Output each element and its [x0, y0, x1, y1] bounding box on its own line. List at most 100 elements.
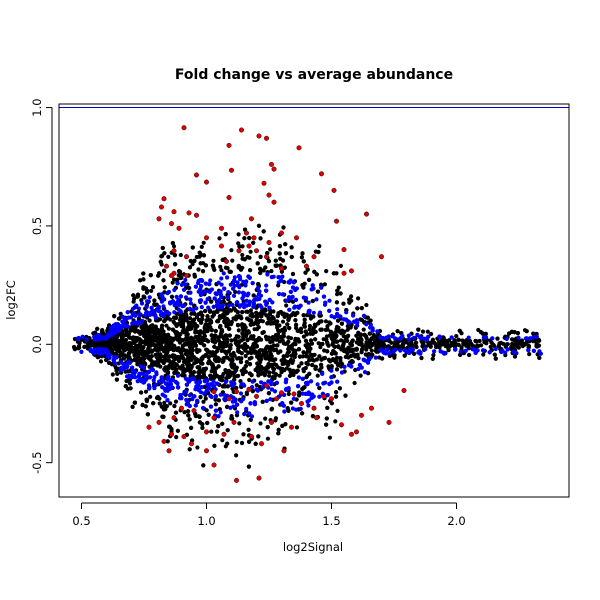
- point-black: [237, 244, 242, 249]
- point-black: [170, 327, 175, 332]
- point-black: [112, 314, 117, 319]
- point-black: [248, 268, 253, 273]
- point-black: [210, 366, 215, 371]
- point-black: [240, 244, 245, 249]
- point-black: [307, 277, 312, 282]
- point-black: [170, 336, 175, 341]
- point-black: [116, 316, 122, 321]
- point-black: [185, 361, 191, 366]
- point-black: [278, 366, 283, 371]
- point-black: [285, 406, 290, 411]
- point-black: [82, 344, 87, 349]
- point-black: [220, 438, 225, 443]
- point-black: [131, 293, 136, 298]
- point-black: [124, 347, 129, 352]
- point-black: [302, 317, 307, 322]
- point-black: [359, 306, 364, 311]
- point-black: [510, 344, 515, 349]
- point-black: [197, 420, 202, 425]
- point-black: [294, 425, 300, 430]
- point-black: [338, 263, 343, 268]
- point-black: [262, 366, 267, 371]
- point-black: [327, 435, 332, 440]
- point-black: [206, 361, 211, 366]
- point-black: [239, 316, 244, 321]
- point-black: [462, 341, 467, 347]
- point-black: [515, 331, 521, 336]
- point-blue: [172, 310, 177, 315]
- point-black: [297, 390, 302, 395]
- point-black: [214, 349, 219, 354]
- point-black: [162, 400, 167, 405]
- point-black: [524, 329, 529, 334]
- point-black: [157, 396, 162, 401]
- point-black: [357, 332, 362, 337]
- point-black: [333, 351, 338, 356]
- point-black: [152, 334, 157, 339]
- point-black: [192, 274, 197, 279]
- point-blue: [269, 275, 274, 280]
- point-black: [157, 401, 162, 406]
- point-black: [145, 288, 150, 293]
- point-blue: [335, 307, 340, 312]
- point-black: [244, 390, 249, 395]
- point-black: [412, 351, 417, 356]
- point-black: [231, 306, 237, 311]
- point-blue: [235, 410, 240, 415]
- point-blue: [327, 298, 332, 303]
- point-black: [268, 247, 273, 252]
- point-black: [237, 421, 242, 426]
- point-black: [319, 319, 324, 324]
- point-black: [196, 267, 201, 272]
- point-black: [514, 340, 519, 345]
- point-blue: [199, 305, 204, 310]
- point-black: [197, 250, 202, 255]
- point-black: [206, 412, 211, 417]
- point-black: [273, 258, 278, 263]
- point-blue: [134, 303, 139, 308]
- point-black: [381, 343, 386, 349]
- point-black: [195, 445, 200, 450]
- point-black: [285, 353, 290, 358]
- point-black: [164, 316, 170, 321]
- point-black: [152, 343, 158, 348]
- point-black: [190, 245, 195, 250]
- point-black: [126, 351, 131, 356]
- point-black: [141, 294, 146, 299]
- point-blue: [294, 407, 299, 412]
- point-black: [102, 344, 108, 349]
- point-black: [236, 263, 241, 269]
- point-black: [150, 338, 155, 343]
- point-black: [144, 337, 149, 342]
- point-black: [249, 373, 254, 378]
- point-black: [228, 352, 234, 357]
- point-black: [368, 318, 373, 323]
- point-blue: [219, 276, 224, 281]
- point-black: [202, 337, 207, 342]
- point-black: [144, 397, 149, 402]
- point-black: [446, 343, 451, 348]
- point-black: [260, 399, 265, 404]
- point-black: [223, 232, 228, 237]
- point-black: [402, 353, 407, 358]
- point-black: [110, 372, 115, 377]
- point-black: [254, 383, 259, 388]
- point-black: [248, 322, 253, 327]
- point-black: [217, 357, 222, 362]
- point-black: [117, 349, 122, 354]
- point-blue: [493, 346, 498, 352]
- data-points: [72, 125, 543, 483]
- point-black: [531, 331, 536, 336]
- point-black: [289, 254, 294, 260]
- point-black: [247, 439, 252, 444]
- point-black: [198, 329, 203, 334]
- point-black: [298, 326, 304, 331]
- point-black: [239, 351, 244, 356]
- point-black: [319, 362, 324, 367]
- point-black: [121, 356, 126, 361]
- point-black: [289, 357, 294, 363]
- point-black: [430, 356, 435, 361]
- point-black: [349, 343, 354, 348]
- point-black: [136, 349, 141, 354]
- point-black: [236, 334, 241, 339]
